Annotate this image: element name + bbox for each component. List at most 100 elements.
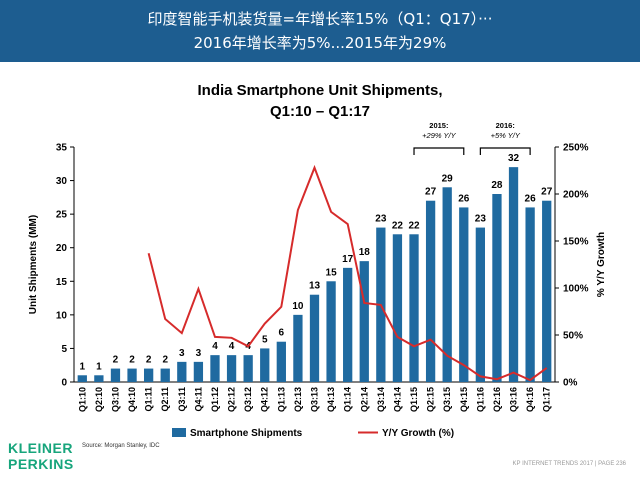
y-tick-label: 20	[56, 243, 68, 254]
x-tick-label: Q2:11	[160, 387, 170, 412]
bar-value-label: 23	[475, 214, 487, 225]
bar-value-label: 26	[525, 193, 537, 204]
x-tick-label: Q2:13	[293, 387, 303, 412]
x-tick-label: Q3:14	[376, 387, 386, 412]
bar-value-label: 27	[425, 187, 437, 198]
y-tick-label: 25	[56, 210, 68, 221]
y-tick-label: 35	[56, 143, 68, 154]
bar-value-label: 4	[212, 341, 218, 352]
footer-credit: KP INTERNET TRENDS 2017 | PAGE 236	[512, 461, 627, 467]
bar-value-label: 1	[96, 361, 102, 372]
bar	[160, 368, 170, 382]
bar	[177, 361, 187, 382]
legend-bar-swatch	[172, 428, 186, 437]
header-title-line-2: 2016年增长率为5%...2015年为29%	[193, 34, 447, 52]
x-tick-label: Q3:12	[243, 387, 253, 412]
shipments-chart: India Smartphone Unit Shipments, Q1:10 – …	[28, 82, 607, 449]
x-tick-label: Q3:16	[509, 387, 519, 412]
bar	[226, 355, 237, 382]
bar	[343, 267, 353, 382]
y2-tick-label: 150%	[563, 237, 589, 248]
x-tick-label: Q4:11	[193, 387, 203, 412]
source-note: Source: Morgan Stanley, IDC	[82, 443, 160, 449]
bar	[127, 368, 137, 382]
bar-value-label: 27	[541, 187, 553, 198]
x-tick-label: Q2:15	[426, 387, 436, 412]
bar	[359, 261, 369, 382]
bar-value-label: 6	[279, 328, 285, 339]
x-tick-label: Q1:13	[276, 387, 286, 412]
y-tick-label: 0	[61, 378, 67, 389]
bar-value-label: 22	[408, 220, 420, 231]
x-tick-label: Q1:14	[343, 387, 353, 412]
bar	[276, 341, 286, 382]
annotation-title: 2015:	[429, 121, 448, 130]
bar-value-label: 2	[146, 355, 152, 366]
x-tick-label: Q2:16	[492, 387, 502, 412]
bar-value-label: 17	[342, 254, 354, 265]
chart-title-line-2: Q1:10 – Q1:17	[270, 103, 370, 120]
y2-tick-label: 200%	[563, 190, 589, 201]
y2-tick-label: 50%	[563, 331, 583, 342]
bar-value-label: 2	[162, 355, 168, 366]
bar	[193, 361, 204, 382]
bar	[260, 348, 270, 382]
annotation-bracket	[479, 147, 531, 155]
bar-value-label: 3	[196, 348, 202, 359]
bar-value-label: 18	[359, 247, 371, 258]
y2-tick-label: 100%	[563, 284, 589, 295]
logo-line-2: PERKINS	[8, 456, 74, 472]
bar-value-label: 15	[326, 267, 338, 278]
x-tick-label: Q3:13	[310, 387, 320, 412]
bar-value-label: 29	[442, 173, 454, 184]
x-tick-label: Q1:16	[475, 387, 485, 412]
x-tick-label: Q4:15	[459, 387, 469, 412]
x-tick-label: Q2:12	[227, 387, 237, 412]
x-tick-label: Q4:14	[392, 387, 402, 412]
bar	[492, 194, 502, 382]
y-tick-label: 15	[56, 277, 68, 288]
bar	[326, 281, 336, 382]
x-tick-label: Q4:13	[326, 387, 336, 412]
bar-value-label: 26	[458, 193, 470, 204]
y2-tick-label: 250%	[563, 143, 589, 154]
bar-value-label: 22	[392, 220, 404, 231]
bar	[77, 375, 87, 382]
bar	[143, 368, 154, 382]
x-tick-label: Q1:12	[210, 387, 220, 412]
x-tick-label: Q3:11	[177, 387, 187, 412]
x-tick-label: Q2:14	[359, 387, 369, 412]
x-tick-label: Q2:10	[94, 387, 104, 412]
annotation-subtitle: +5% Y/Y	[491, 131, 521, 140]
annotation-bracket	[413, 147, 465, 155]
bar-value-label: 4	[229, 341, 235, 352]
bar-value-label: 10	[292, 301, 304, 312]
x-tick-label: Q4:12	[260, 387, 270, 412]
x-tick-label: Q3:15	[442, 387, 452, 412]
y-tick-label: 10	[56, 310, 68, 321]
yy-growth-line	[147, 164, 548, 382]
bar	[475, 227, 486, 382]
bar-value-label: 23	[375, 214, 387, 225]
bar	[409, 234, 419, 382]
bar	[309, 294, 320, 382]
x-tick-label: Q1:11	[144, 387, 154, 412]
annotation-subtitle: +29% Y/Y	[422, 131, 456, 140]
bar	[243, 355, 253, 382]
annotation-title: 2016:	[496, 121, 515, 130]
slide-header: 印度智能手机装货量=年增长率15%（Q1：Q17）··· 2016年增长率为5%…	[0, 0, 640, 62]
bar	[94, 375, 104, 382]
bar	[459, 207, 469, 382]
x-tick-label: Q1:17	[542, 387, 552, 412]
bar	[210, 355, 220, 382]
bar	[425, 200, 436, 382]
legend-line-label: Y/Y Growth (%)	[382, 428, 454, 439]
y-tick-label: 5	[61, 344, 67, 355]
bar-value-label: 13	[309, 281, 321, 292]
x-tick-label: Q3:10	[110, 387, 120, 412]
legend-bar-label: Smartphone Shipments	[190, 428, 303, 439]
chart-title-line-1: India Smartphone Unit Shipments,	[197, 82, 442, 99]
y2-tick-label: 0%	[563, 378, 578, 389]
logo-line-1: KLEINER	[8, 440, 73, 456]
bar	[392, 234, 403, 382]
